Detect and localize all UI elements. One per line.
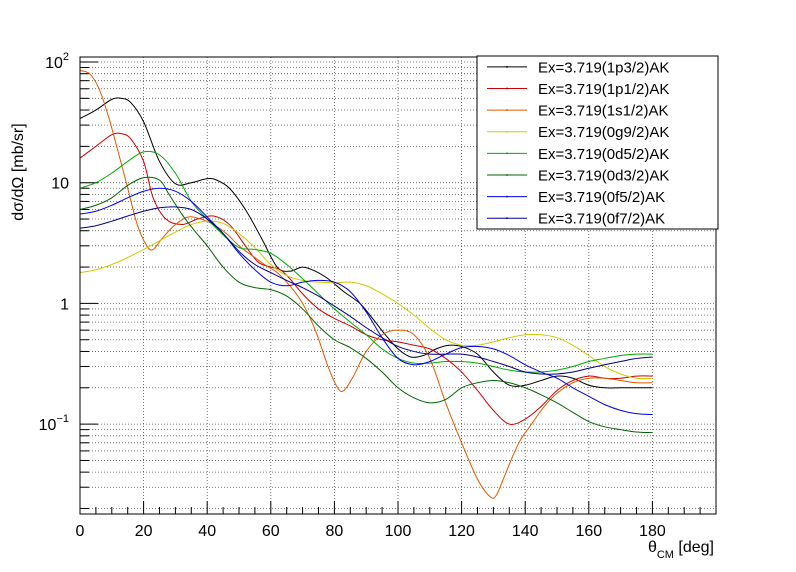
y-tick-label: 10−1	[39, 413, 69, 434]
y-tick-label: 102	[45, 51, 69, 72]
series-line-8	[79, 206, 653, 375]
legend-marker	[506, 195, 508, 198]
y-tick-label-exp: −1	[56, 413, 69, 425]
series-group	[79, 70, 653, 499]
legend-entry-label: Ex=3.719(1s1/2)AK	[538, 103, 669, 120]
legend-marker	[506, 130, 508, 133]
legend-entry-label: Ex=3.719(1p1/2)AK	[538, 81, 669, 98]
legend-marker	[506, 174, 508, 176]
legend-marker	[506, 217, 508, 220]
y-tick-label-base: 10	[39, 417, 57, 434]
y-tick-label-base: 10	[45, 55, 63, 72]
x-tick-label: 80	[326, 523, 344, 540]
y-tick-label-exp: 2	[63, 51, 69, 63]
y-tick-label: 10	[51, 176, 69, 193]
x-tick-label: 180	[639, 523, 666, 540]
x-axis-title: θCM [deg]	[648, 539, 714, 561]
plot-frame	[79, 56, 717, 515]
legend-entry-label: Ex=3.719(0d5/2)AK	[538, 146, 669, 163]
x-tick-label: 40	[198, 523, 216, 540]
y-tick-label-base: 10	[51, 176, 69, 193]
x-tick-label: 160	[575, 523, 602, 540]
axis-ticks	[79, 61, 717, 514]
series-line-3	[79, 70, 653, 499]
x-tick-label: 20	[135, 523, 153, 540]
x-tick-label: 120	[448, 523, 475, 540]
legend-marker	[506, 65, 508, 68]
legend-box	[476, 55, 719, 230]
x-axis-title-sub: CM	[657, 549, 674, 561]
x-tick-label: 0	[76, 523, 85, 540]
legend-marker	[506, 152, 508, 155]
series-line-4	[79, 220, 653, 380]
y-tick-label-base: 1	[60, 296, 69, 313]
y-axis-title: dσ/dΩ [mb/sr]	[10, 123, 27, 220]
x-tick-label: 100	[385, 523, 412, 540]
series-line-7	[79, 187, 653, 416]
legend-entry-label: Ex=3.719(0f5/2)AK	[538, 189, 665, 206]
legend-entry-label: Ex=3.719(0d3/2)AK	[538, 167, 669, 184]
legend-entry-label: Ex=3.719(1p3/2)AK	[538, 59, 669, 76]
series-line-6	[79, 176, 653, 434]
y-tick-label: 1	[60, 296, 69, 313]
legend-entry-label: Ex=3.719(0f7/2)AK	[538, 211, 665, 228]
legend: Ex=3.719(1p3/2)AK Ex=3.719(1p1/2)AK Ex=3.7…	[476, 55, 719, 230]
x-axis-title-unit: [deg]	[674, 539, 714, 556]
x-tick-label: 60	[262, 523, 280, 540]
series-line-5	[79, 150, 653, 373]
legend-marker	[506, 109, 508, 111]
x-axis-title-main: θ	[648, 539, 657, 556]
x-tick-label: 140	[512, 523, 539, 540]
legend-marker	[506, 87, 508, 90]
legend-entry-label: Ex=3.719(0g9/2)AK	[538, 124, 669, 141]
